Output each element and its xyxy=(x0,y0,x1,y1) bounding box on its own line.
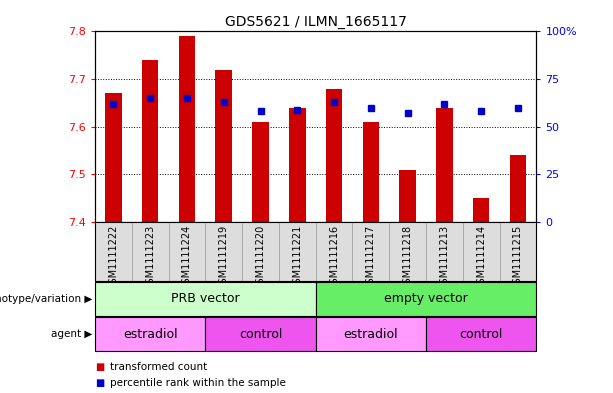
Text: agent ▶: agent ▶ xyxy=(51,329,92,339)
Bar xyxy=(510,155,526,222)
Text: GSM1111219: GSM1111219 xyxy=(219,225,229,290)
Bar xyxy=(179,36,196,222)
Bar xyxy=(400,170,416,222)
Text: PRB vector: PRB vector xyxy=(171,292,240,305)
Bar xyxy=(216,70,232,222)
Text: GSM1111224: GSM1111224 xyxy=(182,225,192,290)
Text: percentile rank within the sample: percentile rank within the sample xyxy=(110,378,286,388)
Bar xyxy=(253,122,269,222)
Text: GSM1111216: GSM1111216 xyxy=(329,225,339,290)
Text: GSM1111214: GSM1111214 xyxy=(476,225,486,290)
Bar xyxy=(473,198,490,222)
Text: control: control xyxy=(460,327,503,341)
Title: GDS5621 / ILMN_1665117: GDS5621 / ILMN_1665117 xyxy=(225,15,406,29)
Text: GSM1111217: GSM1111217 xyxy=(366,225,376,290)
Bar xyxy=(205,317,316,351)
Bar xyxy=(105,94,121,222)
Bar xyxy=(316,317,426,351)
Text: GSM1111222: GSM1111222 xyxy=(109,225,118,290)
Bar xyxy=(95,317,205,351)
Text: empty vector: empty vector xyxy=(384,292,468,305)
Text: estradiol: estradiol xyxy=(123,327,178,341)
Text: GSM1111215: GSM1111215 xyxy=(513,225,523,290)
Text: GSM1111218: GSM1111218 xyxy=(403,225,413,290)
Text: GSM1111213: GSM1111213 xyxy=(440,225,449,290)
Bar xyxy=(326,89,343,222)
Text: ■: ■ xyxy=(95,378,104,388)
Text: GSM1111220: GSM1111220 xyxy=(256,225,265,290)
Text: genotype/variation ▶: genotype/variation ▶ xyxy=(0,294,92,304)
Bar xyxy=(426,317,536,351)
Bar xyxy=(436,108,453,222)
Bar xyxy=(95,222,536,281)
Text: transformed count: transformed count xyxy=(110,362,208,373)
Text: estradiol: estradiol xyxy=(343,327,398,341)
Bar xyxy=(363,122,379,222)
Bar xyxy=(316,282,536,316)
Bar xyxy=(142,60,159,222)
Bar xyxy=(95,282,316,316)
Text: ■: ■ xyxy=(95,362,104,373)
Text: control: control xyxy=(239,327,282,341)
Bar xyxy=(289,108,306,222)
Text: GSM1111223: GSM1111223 xyxy=(145,225,155,290)
Text: GSM1111221: GSM1111221 xyxy=(292,225,302,290)
